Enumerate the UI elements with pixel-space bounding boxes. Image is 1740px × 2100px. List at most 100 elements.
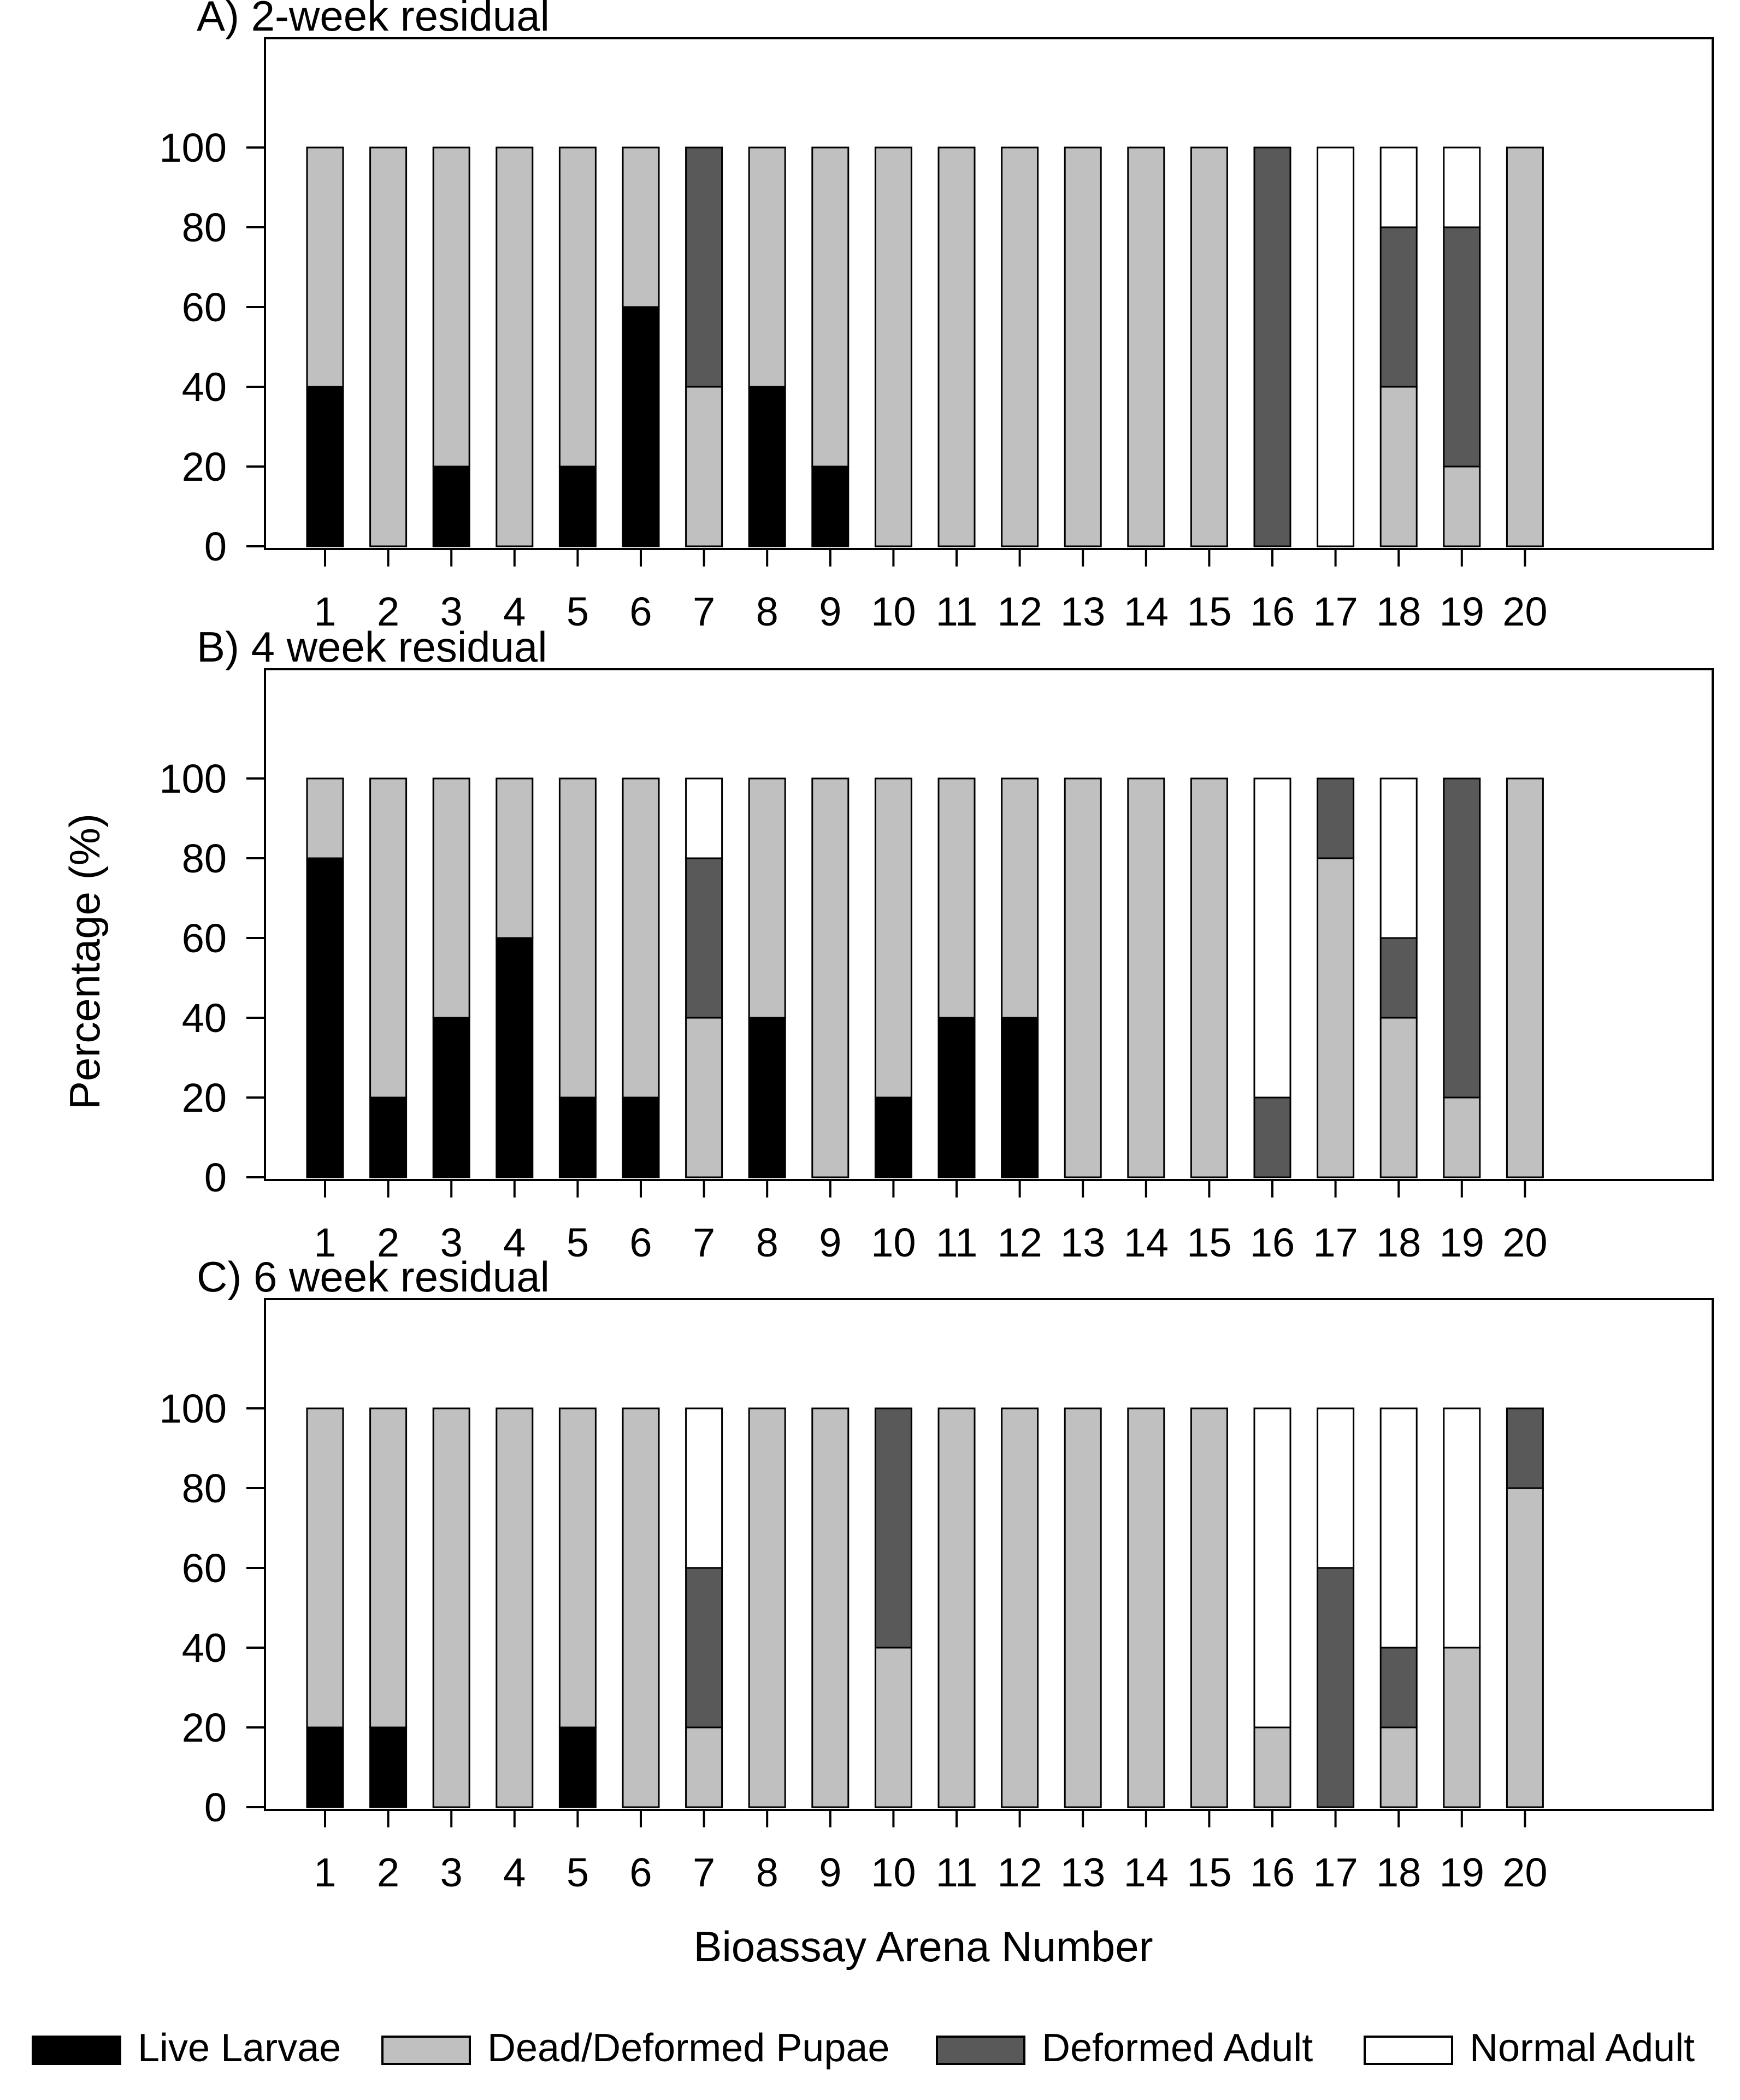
- bar-segment: [1379, 1726, 1418, 1808]
- x-tick-label: 4: [503, 589, 526, 634]
- x-tick-label: 5: [567, 1220, 589, 1265]
- x-tick-label: 6: [629, 589, 652, 634]
- bar-segment: [1127, 777, 1165, 1178]
- bar-segment: [369, 1726, 408, 1808]
- bar-segment: [622, 1096, 660, 1178]
- y-tick-label: 100: [160, 756, 227, 801]
- x-tick-label: 8: [756, 1850, 778, 1895]
- bar-segment: [1317, 1407, 1355, 1569]
- bar-segment: [1379, 1647, 1418, 1729]
- x-tick-label: 7: [693, 589, 715, 634]
- x-tick-label: 7: [693, 1220, 715, 1265]
- y-tick-label: 80: [182, 1466, 227, 1511]
- x-tick-label: 11: [936, 1850, 978, 1895]
- y-tick-label: 40: [182, 1625, 227, 1671]
- legend-swatch: [32, 2036, 121, 2065]
- bar-segment: [558, 146, 597, 468]
- x-tick-label: 12: [997, 1850, 1042, 1895]
- bar-segment: [685, 386, 723, 547]
- y-tick-label: 100: [160, 1386, 227, 1431]
- x-tick-label: 18: [1376, 589, 1421, 634]
- bar-segment: [1190, 1407, 1228, 1808]
- bar-segment: [874, 1407, 912, 1649]
- bar-segment: [1317, 857, 1355, 1178]
- y-tick-label: 100: [160, 125, 227, 170]
- bar-segment: [1253, 1726, 1291, 1808]
- bar-segment: [874, 1096, 912, 1178]
- y-tick-label: 0: [204, 1155, 227, 1200]
- x-tick-label: 8: [756, 1220, 778, 1265]
- x-tick-label: 6: [629, 1850, 652, 1895]
- bar-segment: [811, 465, 850, 547]
- x-tick-label: 2: [377, 589, 399, 634]
- bar-segment: [937, 777, 976, 1019]
- bar-segment: [1190, 146, 1228, 547]
- bar-segment: [685, 1017, 723, 1178]
- bar-segment: [1064, 1407, 1102, 1808]
- y-axis-label: Percentage (%): [61, 813, 109, 1110]
- x-tick-label: 14: [1124, 1220, 1169, 1265]
- bar-segment: [748, 777, 786, 1019]
- x-tick-label: 1: [314, 1850, 336, 1895]
- x-tick-label: 5: [567, 1850, 589, 1895]
- bar-segment: [1064, 146, 1102, 547]
- x-tick-label: 5: [567, 589, 589, 634]
- bar-segment: [748, 146, 786, 388]
- bar-segment: [1443, 465, 1481, 547]
- bar-segment: [306, 146, 344, 388]
- legend-label: Deformed Adult: [1042, 2026, 1313, 2070]
- legend-swatch: [381, 2036, 471, 2065]
- x-tick-label: 1: [314, 1220, 336, 1265]
- bar-segment: [369, 777, 408, 1099]
- bar-segment: [432, 1017, 470, 1178]
- bar-segment: [1506, 1407, 1544, 1489]
- panel-title: A) 2-week residual: [197, 0, 550, 40]
- x-tick-label: 20: [1502, 1850, 1547, 1895]
- legend-label: Live Larvae: [138, 2026, 341, 2070]
- plot-frame: [264, 668, 1714, 1181]
- x-tick-label: 16: [1250, 589, 1295, 634]
- bar-segment: [874, 777, 912, 1099]
- x-tick-label: 11: [936, 589, 978, 634]
- bar-segment: [306, 1407, 344, 1729]
- bar-segment: [369, 1096, 408, 1178]
- y-tick-label: 20: [182, 444, 227, 489]
- bar-segment: [1379, 937, 1418, 1019]
- bar-segment: [811, 146, 850, 468]
- legend-item: Normal Adult: [1364, 2026, 1695, 2070]
- bar-segment: [685, 146, 723, 388]
- panel-title: C) 6 week residual: [197, 1253, 550, 1301]
- legend-label: Dead/Deformed Pupae: [487, 2026, 889, 2070]
- bar-segment: [748, 1407, 786, 1808]
- x-tick-label: 9: [819, 589, 841, 634]
- bar-segment: [1443, 226, 1481, 468]
- bar-segment: [1506, 146, 1544, 547]
- x-tick-label: 12: [997, 589, 1042, 634]
- bar-segment: [685, 777, 723, 859]
- y-tick-label: 20: [182, 1075, 227, 1120]
- x-tick-label: 20: [1502, 1220, 1547, 1265]
- x-tick-label: 12: [997, 1220, 1042, 1265]
- bar-segment: [1317, 777, 1355, 859]
- x-tick-label: 9: [819, 1220, 841, 1265]
- x-tick-label: 17: [1313, 1220, 1358, 1265]
- x-tick-label: 16: [1250, 1220, 1295, 1265]
- x-tick-label: 14: [1124, 1850, 1169, 1895]
- bar-segment: [432, 777, 470, 1019]
- bar-segment: [685, 857, 723, 1019]
- bar-segment: [1253, 1096, 1291, 1178]
- bar-segment: [1253, 1407, 1291, 1729]
- x-tick-label: 11: [936, 1220, 978, 1265]
- y-tick-label: 20: [182, 1705, 227, 1750]
- x-tick-label: 2: [377, 1220, 399, 1265]
- x-tick-label: 17: [1313, 589, 1358, 634]
- bar-segment: [496, 146, 534, 547]
- bar-segment: [874, 1647, 912, 1808]
- x-tick-label: 3: [440, 1850, 463, 1895]
- x-tick-label: 15: [1187, 1220, 1231, 1265]
- x-tick-label: 18: [1376, 1220, 1421, 1265]
- y-tick-label: 60: [182, 285, 227, 330]
- y-tick-label: 0: [204, 1785, 227, 1830]
